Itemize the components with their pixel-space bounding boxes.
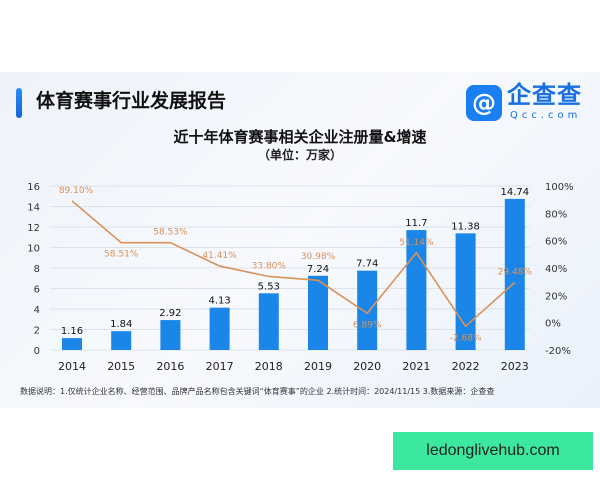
bar-label: 7.74 bbox=[356, 259, 378, 270]
x-tick: 2016 bbox=[156, 360, 184, 373]
bar-label: 7.24 bbox=[307, 264, 329, 275]
y-left-tick: 0 bbox=[34, 346, 40, 357]
bar-label: 1.84 bbox=[110, 319, 132, 330]
bar-label: 4.13 bbox=[208, 296, 230, 307]
line-label: 30.98% bbox=[301, 252, 336, 262]
y-left-tick: 8 bbox=[34, 264, 40, 275]
x-tick: 2023 bbox=[501, 360, 529, 373]
bar bbox=[357, 270, 378, 350]
chart-title: 近十年体育赛事相关企业注册量&增速 bbox=[173, 128, 427, 146]
report-title: 体育赛事行业发展报告 bbox=[36, 90, 227, 112]
y-right-tick: 20% bbox=[545, 291, 567, 302]
qcc-logo-icon: @ bbox=[466, 85, 502, 121]
x-tick: 2018 bbox=[255, 360, 283, 373]
y-left-tick: 4 bbox=[34, 305, 40, 316]
line-label: 33.80% bbox=[252, 261, 287, 271]
logo-text: 企查查 bbox=[507, 81, 582, 109]
bar bbox=[504, 198, 525, 350]
bar-label: 14.74 bbox=[500, 187, 529, 198]
bar bbox=[308, 275, 328, 350]
y-right-tick: 60% bbox=[545, 237, 567, 248]
bar bbox=[258, 293, 279, 350]
logo-subtext: Qcc.com bbox=[510, 110, 582, 121]
bar bbox=[406, 230, 427, 350]
x-tick: 2020 bbox=[353, 360, 381, 373]
bar bbox=[62, 338, 82, 350]
chart-subtitle: （单位：万家） bbox=[257, 148, 342, 162]
line-label: 29.48% bbox=[498, 267, 533, 277]
x-tick: 2019 bbox=[304, 360, 332, 373]
y-right-tick: 40% bbox=[545, 264, 567, 275]
watermark: ledonglivehub.com bbox=[393, 432, 593, 470]
y-left-tick: 16 bbox=[27, 182, 40, 193]
x-tick: 2017 bbox=[206, 360, 234, 373]
bar-label: 1.16 bbox=[61, 326, 83, 337]
bar bbox=[160, 320, 181, 350]
y-right-tick: -20% bbox=[545, 346, 571, 357]
x-tick: 2022 bbox=[452, 360, 480, 373]
line-label: 6.89% bbox=[353, 320, 382, 330]
y-left-tick: 2 bbox=[34, 326, 40, 337]
y-right-tick: 0% bbox=[545, 319, 561, 330]
x-tick: 2014 bbox=[58, 360, 86, 373]
x-tick: 2021 bbox=[402, 360, 430, 373]
y-left-tick: 6 bbox=[34, 285, 40, 296]
y-left-tick: 12 bbox=[27, 223, 40, 234]
data-note: 数据说明：1.仅统计企业名称、经营范围、品牌产品名称包含关键词“体育赛事”的企业… bbox=[20, 387, 495, 396]
y-left-tick: 14 bbox=[27, 203, 40, 214]
y-right-tick: 100% bbox=[545, 182, 574, 193]
bar-label: 2.92 bbox=[159, 308, 181, 319]
line-label: 89.10% bbox=[59, 186, 94, 196]
y-right-tick: 80% bbox=[545, 209, 567, 220]
report-card bbox=[0, 72, 600, 408]
y-left-tick: 10 bbox=[27, 244, 40, 255]
line-label: 41.41% bbox=[202, 251, 237, 261]
growth-line bbox=[71, 200, 516, 328]
title-accent bbox=[16, 88, 22, 118]
x-tick: 2015 bbox=[107, 360, 135, 373]
line-label: 51.14% bbox=[399, 238, 434, 248]
line-label: -2.68% bbox=[450, 333, 482, 343]
bar-label: 11.7 bbox=[405, 218, 427, 229]
bar bbox=[111, 331, 132, 350]
bar-label: 5.53 bbox=[258, 281, 280, 292]
bar-label: 11.38 bbox=[451, 221, 480, 232]
line-label: 58.53% bbox=[153, 228, 188, 238]
line-label: 58.51% bbox=[104, 250, 139, 260]
bar bbox=[209, 307, 230, 350]
